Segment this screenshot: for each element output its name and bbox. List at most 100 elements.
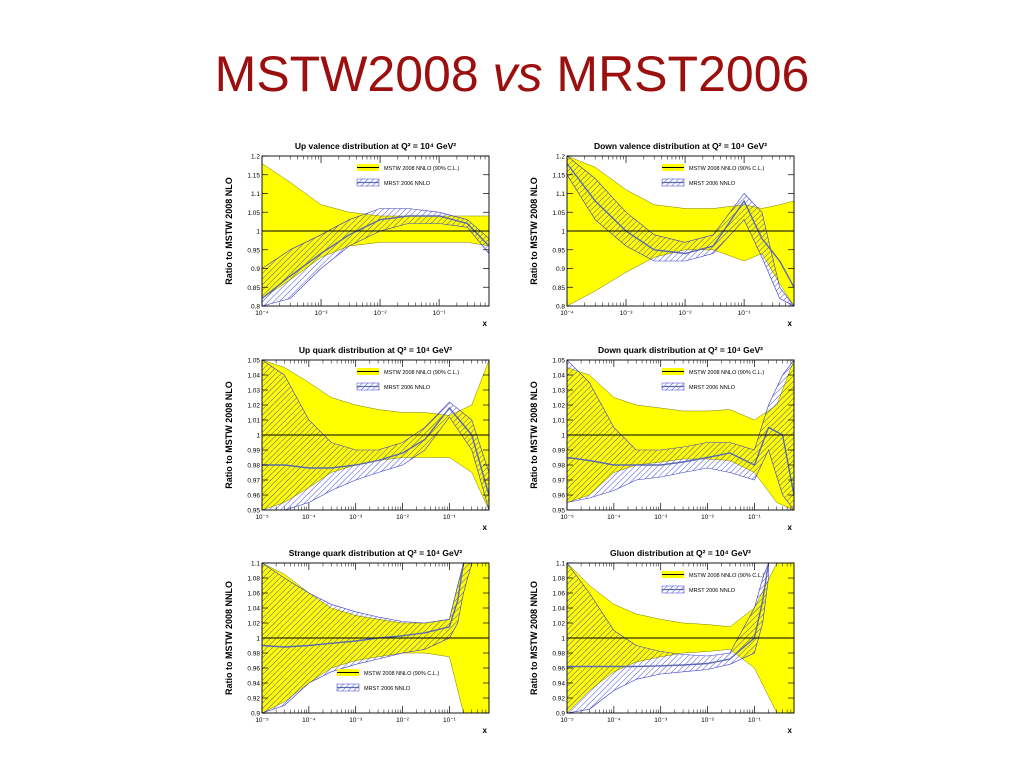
y-tick-label: 0.96	[552, 493, 565, 500]
y-axis-label: Ratio to MSTW 2008 NLO	[529, 381, 539, 489]
chart-title: Strange quark distribution at Q² = 10⁴ G…	[289, 548, 463, 558]
chart-title: Up quark distribution at Q² = 10⁴ GeV²	[299, 345, 452, 355]
y-tick-label: 1.2	[556, 154, 565, 161]
y-tick-label: 0.95	[552, 247, 565, 254]
y-tick-label: 1.04	[247, 606, 260, 613]
mrst-hatched-band	[567, 563, 769, 713]
x-axis-label: x	[483, 319, 488, 328]
mrst-central-line	[567, 426, 794, 496]
y-tick-label: 0.96	[247, 493, 260, 500]
x-tick-label: 10⁻⁴	[560, 310, 574, 317]
y-tick-label: 0.9	[251, 266, 260, 273]
chart-title: Up valence distribution at Q² = 10⁴ GeV²	[295, 141, 456, 151]
x-tick-label: 10⁻³	[654, 514, 668, 521]
legend-label-mstw: MSTW 2008 NNLO (90% C.L.)	[689, 573, 764, 579]
x-tick-label: 10⁻³	[349, 717, 363, 724]
y-tick-label: 0.92	[247, 696, 260, 703]
mrst-central-line	[262, 215, 489, 300]
x-tick-label: 10⁻¹	[433, 310, 447, 317]
legend-label-mstw: MSTW 2008 NNLO (90% C.L.)	[689, 166, 764, 172]
mrst-hatched-band	[567, 360, 794, 510]
y-tick-label: 1	[256, 433, 260, 440]
x-axis-label: x	[483, 523, 488, 532]
y-tick-label: 1.05	[247, 358, 260, 365]
mrst-hatched-band	[262, 360, 489, 510]
y-tick-label: 0.8	[251, 304, 260, 311]
y-tick-label: 1.06	[552, 591, 565, 598]
x-axis-label: x	[788, 726, 793, 735]
y-tick-label: 0.94	[247, 681, 260, 688]
title-part1: MSTW2008	[214, 46, 493, 102]
title-vs: vs	[492, 46, 543, 102]
y-axis-label: Ratio to MSTW 2008 NLO	[529, 177, 539, 285]
y-tick-label: 0.98	[552, 463, 565, 470]
y-tick-label: 0.96	[247, 666, 260, 673]
legend-label-mstw: MSTW 2008 NNLO (90% C.L.)	[364, 671, 439, 677]
y-tick-label: 1.01	[247, 418, 260, 425]
y-tick-label: 1.05	[247, 210, 260, 217]
x-tick-label: 10⁻⁵	[255, 514, 269, 521]
x-tick-label: 10⁻¹	[748, 717, 762, 724]
legend-label-mrst: MRST 2006 NNLO	[364, 686, 411, 692]
x-tick-label: 10⁻²	[396, 717, 410, 724]
y-tick-label: 0.8	[556, 304, 565, 311]
legend-label-mrst: MRST 2006 NNLO	[689, 385, 736, 391]
y-axis-label: Ratio to MSTW 2008 NLO	[224, 381, 234, 489]
y-tick-label: 0.9	[556, 711, 565, 718]
y-tick-label: 0.98	[552, 651, 565, 658]
y-tick-label: 1	[561, 433, 565, 440]
legend: MSTW 2008 NNLO (90% C.L.) MRST 2006 NNLO	[661, 571, 764, 594]
x-tick-label: 10⁻³	[315, 310, 329, 317]
y-tick-label: 1.04	[247, 373, 260, 380]
y-tick-label: 1.02	[552, 403, 565, 410]
y-tick-label: 1.2	[251, 154, 260, 161]
mrst-central-line	[262, 406, 489, 496]
y-tick-label: 1.15	[552, 172, 565, 179]
y-tick-label: 1.04	[552, 373, 565, 380]
title-part2: MRST2006	[542, 46, 810, 102]
y-tick-label: 0.99	[247, 448, 260, 455]
y-tick-label: 0.95	[247, 508, 260, 515]
mrst-central-line	[567, 563, 770, 668]
chart-gluon: Gluon distribution at Q² = 10⁴ GeV² Ratio…	[529, 548, 795, 735]
x-tick-label: 10⁻²	[701, 514, 715, 521]
mrst-central-line	[567, 163, 794, 288]
x-tick-label: 10⁻⁴	[607, 717, 621, 724]
y-tick-label: 0.99	[552, 448, 565, 455]
legend-label-mrst: MRST 2006 NNLO	[384, 181, 431, 187]
x-tick-label: 10⁻⁴	[607, 514, 621, 521]
y-tick-label: 1.05	[552, 358, 565, 365]
y-tick-label: 1.06	[247, 591, 260, 598]
legend-label-mstw: MSTW 2008 NNLO (90% C.L.)	[384, 370, 459, 376]
y-tick-label: 1.1	[556, 191, 565, 198]
y-tick-label: 1.03	[552, 388, 565, 395]
y-tick-label: 1.08	[247, 576, 260, 583]
y-tick-label: 1.01	[552, 418, 565, 425]
x-tick-label: 10⁻¹	[738, 310, 752, 317]
x-tick-label: 10⁻²	[374, 310, 388, 317]
y-tick-label: 0.85	[247, 285, 260, 292]
chart-title: Down quark distribution at Q² = 10⁴ GeV²	[598, 345, 763, 355]
mrst-central-line	[262, 563, 472, 648]
chart-title: Down valence distribution at Q² = 10⁴ Ge…	[594, 141, 767, 151]
legend: MSTW 2008 NNLO (90% C.L.) MRST 2006 NNLO	[661, 164, 764, 187]
chart-strange-quark: Strange quark distribution at Q² = 10⁴ G…	[224, 548, 490, 735]
y-tick-label: 1.05	[552, 210, 565, 217]
y-tick-label: 1	[256, 229, 260, 236]
y-tick-label: 0.95	[247, 247, 260, 254]
x-tick-label: 10⁻²	[396, 514, 410, 521]
y-tick-label: 1.15	[247, 172, 260, 179]
x-tick-label: 10⁻⁵	[255, 717, 269, 724]
legend-label-mrst: MRST 2006 NNLO	[384, 385, 431, 391]
x-tick-label: 10⁻⁵	[560, 717, 574, 724]
legend-label-mstw: MSTW 2008 NNLO (90% C.L.)	[689, 370, 764, 376]
x-axis-label: x	[483, 726, 488, 735]
x-tick-label: 10⁻³	[620, 310, 634, 317]
y-tick-label: 0.85	[552, 285, 565, 292]
chart-title: Gluon distribution at Q² = 10⁴ GeV²	[610, 548, 751, 558]
y-tick-label: 0.94	[552, 681, 565, 688]
y-tick-label: 1.1	[251, 191, 260, 198]
slide-title: MSTW2008 vs MRST2006	[0, 44, 1024, 104]
y-tick-label: 1.04	[552, 606, 565, 613]
y-tick-label: 0.98	[247, 651, 260, 658]
